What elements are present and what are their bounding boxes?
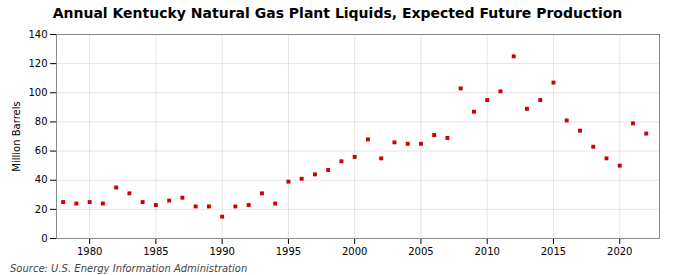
svg-text:120: 120 xyxy=(28,58,47,69)
html-text:Source: U.S. Energy Informatio: Source: U.S. Energy Information Administ… xyxy=(10,263,248,274)
svg-text:2015: 2015 xyxy=(541,246,566,257)
svg-text:0: 0 xyxy=(41,233,47,244)
svg-text:1985: 1985 xyxy=(143,246,168,257)
svg-text:40: 40 xyxy=(35,174,48,185)
svg-text:2005: 2005 xyxy=(408,246,433,257)
svg-text:20: 20 xyxy=(35,204,48,215)
svg-text:1995: 1995 xyxy=(276,246,301,257)
svg-text:2010: 2010 xyxy=(474,246,499,257)
svg-text:2000: 2000 xyxy=(342,246,367,257)
svg-text:2020: 2020 xyxy=(607,246,632,257)
svg-text:1980: 1980 xyxy=(77,246,102,257)
html-text:Annual Kentucky Natural Gas Pl: Annual Kentucky Natural Gas Plant Liquid… xyxy=(52,5,623,21)
svg-text:60: 60 xyxy=(35,145,48,156)
svg-text:140: 140 xyxy=(28,29,47,40)
svg-text:80: 80 xyxy=(35,116,48,127)
svg-text:1990: 1990 xyxy=(209,246,234,257)
svg-text:Million Barrels: Million Barrels xyxy=(11,101,22,171)
svg-text:100: 100 xyxy=(28,87,47,98)
